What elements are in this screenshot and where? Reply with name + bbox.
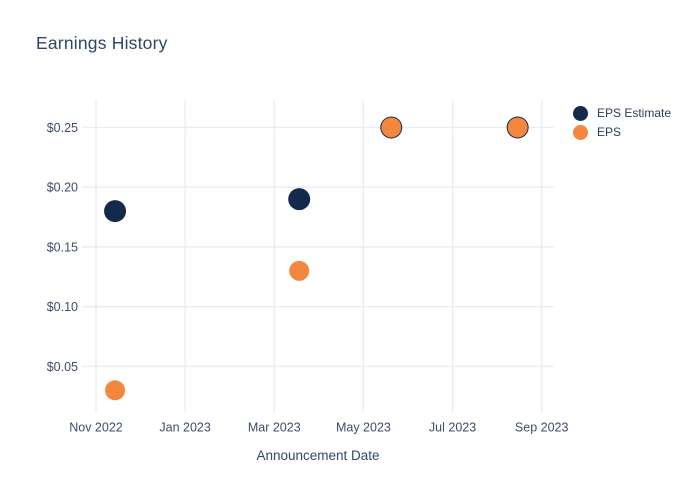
x-tick-label: Sep 2023: [515, 421, 569, 435]
legend-item-eps[interactable]: EPS: [573, 124, 671, 140]
y-tick-label: $0.20: [47, 181, 78, 195]
x-tick-label: Jul 2023: [429, 421, 476, 435]
x-tick-label: Jan 2023: [159, 421, 210, 435]
y-tick-label: $0.05: [47, 360, 78, 374]
y-tick-label: $0.10: [47, 300, 78, 314]
legend-label-eps: EPS: [597, 125, 622, 139]
eps-estimate-marker-icon: [573, 105, 588, 121]
data-point-eps[interactable]: [381, 117, 402, 138]
x-axis-title: Announcement Date: [256, 448, 380, 463]
chart-title: Earnings History: [36, 33, 168, 53]
y-tick-label: $0.25: [47, 121, 78, 135]
data-point-eps[interactable]: [105, 380, 126, 401]
eps-marker-icon: [573, 124, 588, 140]
x-tick-label: Mar 2023: [248, 421, 301, 435]
x-tick-label: Nov 2022: [69, 421, 123, 435]
data-point-eps-estimate[interactable]: [104, 200, 127, 223]
legend-item-eps-estimate[interactable]: EPS Estimate: [573, 105, 671, 121]
data-point-eps[interactable]: [507, 117, 528, 138]
y-tick-label: $0.15: [47, 240, 78, 254]
data-point-eps[interactable]: [289, 260, 310, 281]
legend: EPS Estimate EPS: [573, 105, 671, 140]
x-tick-label: May 2023: [336, 421, 391, 435]
legend-label-eps-estimate: EPS Estimate: [597, 106, 672, 120]
data-point-eps-estimate[interactable]: [288, 188, 311, 211]
